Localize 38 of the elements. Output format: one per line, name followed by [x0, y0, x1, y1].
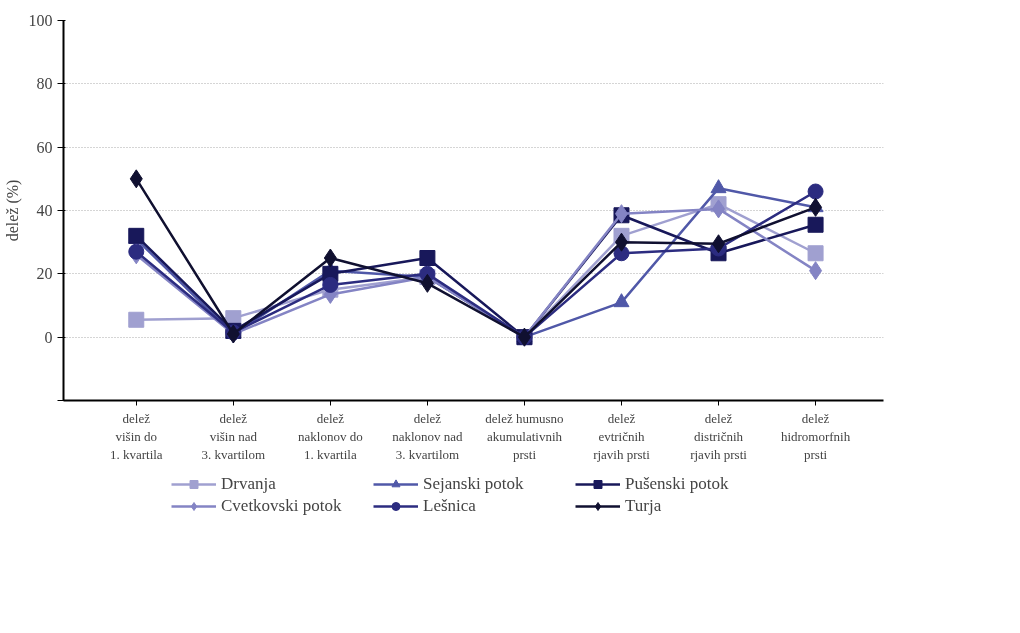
y-tick-label: 60 — [36, 138, 53, 156]
legend-label: Cvetkovski potok — [221, 496, 343, 516]
point — [614, 232, 628, 252]
y-tick-label: 20 — [36, 265, 53, 283]
x-tick-label: delež humusno akumulativnih prsti — [485, 410, 564, 462]
point — [419, 250, 436, 266]
x-tick-label: delež distričnih rjavih prsti — [690, 410, 748, 462]
point — [128, 243, 145, 260]
x-tick-label: delež hidromorfnih prsti — [780, 410, 851, 462]
point — [322, 276, 339, 293]
point — [809, 261, 823, 281]
x-tick-label: delež naklonov do 1. kvartila — [298, 410, 363, 462]
x-tick-label: delež višin do 1. kvartila — [109, 410, 163, 462]
point — [128, 311, 145, 328]
point — [323, 248, 337, 268]
x-tick-label: delež evtričnih rjavih prsti — [593, 410, 651, 462]
point — [710, 179, 727, 194]
legend-label: Lešnica — [423, 496, 477, 516]
y-tick-label: 40 — [36, 202, 53, 219]
point — [809, 197, 823, 217]
legend-label: Sejanski potok — [423, 474, 525, 494]
legend-label: Pušenski potok — [625, 474, 730, 494]
x-tick-label: delež naklonov nad 3. kvartilom — [392, 410, 464, 462]
point — [712, 199, 726, 219]
point — [613, 293, 630, 308]
y-tick-label: 80 — [36, 75, 53, 93]
point — [420, 273, 434, 293]
y-tick-label: 100 — [28, 12, 53, 29]
x-tick-label: delež višin nad 3. kvartilom — [201, 410, 266, 462]
point — [807, 183, 824, 200]
point — [712, 234, 726, 254]
y-tick-label: 0 — [44, 328, 53, 346]
point — [807, 245, 824, 262]
y-axis-title: delež (%) — [3, 179, 22, 242]
legend-label: Drvanja — [221, 474, 277, 494]
point — [129, 169, 143, 189]
legend-label: Turja — [625, 496, 663, 516]
point — [807, 216, 824, 233]
